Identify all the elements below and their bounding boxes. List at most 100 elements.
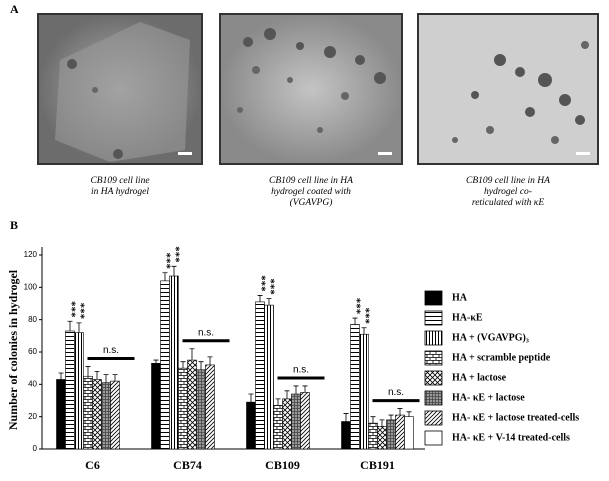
y-tick-label: 20 bbox=[28, 412, 37, 421]
legend-label: HA + (VGAVPG)₃ bbox=[452, 332, 529, 343]
bar bbox=[273, 405, 283, 450]
y-tick-label: 120 bbox=[24, 250, 38, 259]
bar bbox=[291, 393, 301, 450]
legend-label: HA + lactose bbox=[452, 372, 507, 383]
caption: CB109 cell line bbox=[90, 176, 149, 186]
error-bar bbox=[266, 298, 272, 306]
error-bar bbox=[343, 413, 349, 422]
error-bar bbox=[76, 322, 82, 333]
significance: *** bbox=[359, 308, 371, 325]
bar bbox=[178, 367, 188, 450]
legend-swatch bbox=[424, 370, 443, 386]
bar bbox=[56, 379, 66, 450]
legend-swatch bbox=[424, 310, 443, 326]
bar bbox=[169, 275, 179, 450]
legend-swatch bbox=[424, 430, 443, 446]
bar bbox=[282, 398, 292, 450]
caption: reticulated with κE bbox=[472, 198, 544, 208]
significance: *** bbox=[255, 275, 267, 292]
error-bar bbox=[379, 419, 385, 427]
caption: (VGAVPG) bbox=[290, 197, 333, 208]
significance: *** bbox=[74, 303, 86, 320]
error-bar bbox=[370, 416, 376, 424]
legend-label: HA- κE + lactose bbox=[452, 392, 525, 403]
bar bbox=[377, 426, 387, 450]
ns-label: n.s. bbox=[293, 365, 309, 376]
bar bbox=[74, 332, 84, 450]
bar bbox=[350, 324, 360, 450]
significance: *** bbox=[65, 301, 77, 318]
bar bbox=[264, 304, 274, 450]
y-tick-label: 0 bbox=[33, 444, 38, 453]
error-bar bbox=[67, 320, 73, 331]
bar bbox=[368, 422, 378, 450]
error-bar bbox=[85, 366, 91, 377]
panel-label: B bbox=[10, 218, 18, 232]
error-bar bbox=[189, 348, 195, 361]
error-bar bbox=[352, 317, 358, 325]
caption: hydrogel coated with bbox=[271, 187, 351, 197]
bar bbox=[160, 280, 170, 450]
significance: *** bbox=[264, 278, 276, 295]
error-bar bbox=[112, 374, 118, 382]
bar bbox=[101, 382, 111, 450]
y-tick-label: 40 bbox=[28, 379, 37, 388]
bar bbox=[395, 414, 405, 450]
significance: *** bbox=[169, 246, 181, 263]
ns-label: n.s. bbox=[388, 387, 404, 398]
error-bar bbox=[293, 385, 299, 395]
y-axis-title: Number of colonies in hydrogel bbox=[6, 269, 20, 430]
significance: *** bbox=[350, 298, 362, 315]
bar bbox=[196, 369, 206, 450]
caption: hydrogel co- bbox=[484, 187, 532, 197]
x-tick-label: CB74 bbox=[173, 458, 202, 472]
error-bar bbox=[207, 356, 213, 365]
x-tick-label: CB109 bbox=[265, 458, 300, 472]
legend-label: HA- κE + V-14 treated-cells bbox=[452, 432, 570, 443]
caption: CB109 cell line in HA bbox=[269, 176, 353, 186]
error-bar bbox=[58, 372, 64, 380]
bar bbox=[151, 363, 161, 450]
error-bar bbox=[198, 361, 204, 370]
error-bar bbox=[171, 265, 177, 277]
legend-swatch bbox=[424, 410, 443, 426]
error-bar bbox=[361, 327, 367, 335]
error-bar bbox=[180, 361, 186, 369]
error-bar bbox=[94, 371, 100, 380]
legend-swatch bbox=[424, 330, 443, 346]
bar bbox=[187, 359, 197, 450]
bar bbox=[359, 333, 369, 450]
error-bar bbox=[257, 295, 263, 302]
significance: *** bbox=[160, 253, 172, 270]
x-tick-label: C6 bbox=[85, 458, 100, 472]
bar bbox=[341, 421, 351, 450]
micrograph bbox=[219, 13, 403, 165]
bar bbox=[92, 379, 102, 450]
error-bar bbox=[397, 408, 403, 416]
error-bar bbox=[248, 393, 254, 403]
x-tick-label: CB191 bbox=[360, 458, 395, 472]
error-bar bbox=[388, 414, 394, 420]
caption: CB109 cell line in HA bbox=[466, 176, 550, 186]
bar bbox=[246, 401, 256, 450]
error-bar bbox=[406, 411, 412, 417]
legend-swatch bbox=[424, 390, 443, 406]
legend-label: HA-κE bbox=[452, 312, 483, 323]
bar bbox=[205, 364, 215, 450]
panel-label: A bbox=[10, 2, 19, 16]
y-tick-label: 80 bbox=[28, 315, 37, 324]
micrograph bbox=[37, 13, 203, 165]
error-bar bbox=[302, 385, 308, 393]
legend-label: HA bbox=[452, 292, 468, 303]
y-tick-label: 100 bbox=[24, 282, 38, 291]
bar bbox=[83, 375, 93, 450]
bar bbox=[65, 330, 75, 450]
error-bar bbox=[275, 398, 281, 406]
ns-label: n.s. bbox=[198, 327, 214, 338]
y-tick-label: 60 bbox=[28, 347, 37, 356]
bar bbox=[255, 301, 265, 450]
legend-label: HA + scramble peptide bbox=[452, 352, 551, 363]
legend-label: HA- κE + lactose treated-cells bbox=[452, 412, 579, 423]
